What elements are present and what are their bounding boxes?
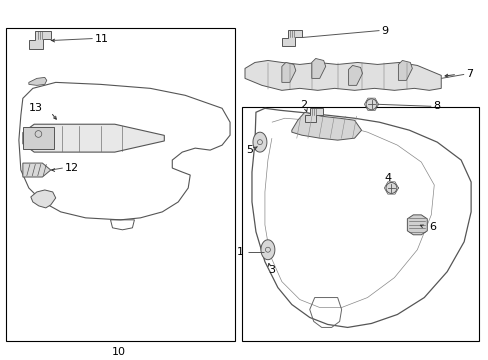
Text: 4: 4 <box>384 173 391 183</box>
Circle shape <box>385 183 396 193</box>
Text: 13: 13 <box>29 103 43 113</box>
Polygon shape <box>281 30 301 45</box>
Polygon shape <box>398 60 411 80</box>
Polygon shape <box>29 31 51 49</box>
Text: 7: 7 <box>465 69 472 80</box>
Polygon shape <box>291 112 361 140</box>
Text: 6: 6 <box>428 222 435 232</box>
Text: 9: 9 <box>381 26 388 36</box>
Text: 8: 8 <box>432 101 440 111</box>
Text: 11: 11 <box>94 33 108 44</box>
Polygon shape <box>31 190 56 208</box>
Polygon shape <box>23 124 164 152</box>
Polygon shape <box>304 108 322 122</box>
Polygon shape <box>244 60 440 90</box>
Bar <box>242 107 478 341</box>
Text: 3: 3 <box>268 265 275 275</box>
Polygon shape <box>23 163 51 177</box>
Polygon shape <box>407 215 427 235</box>
Polygon shape <box>29 77 47 85</box>
Polygon shape <box>281 62 295 82</box>
Text: 10: 10 <box>111 347 125 357</box>
Bar <box>6 28 235 341</box>
Polygon shape <box>311 58 325 78</box>
Text: 5: 5 <box>246 145 253 155</box>
Polygon shape <box>23 127 54 149</box>
Circle shape <box>366 99 376 110</box>
Polygon shape <box>348 66 362 85</box>
Text: 1: 1 <box>237 247 244 257</box>
Polygon shape <box>252 132 266 152</box>
Text: 12: 12 <box>64 163 79 173</box>
Text: 2: 2 <box>299 100 306 110</box>
Polygon shape <box>261 240 274 260</box>
